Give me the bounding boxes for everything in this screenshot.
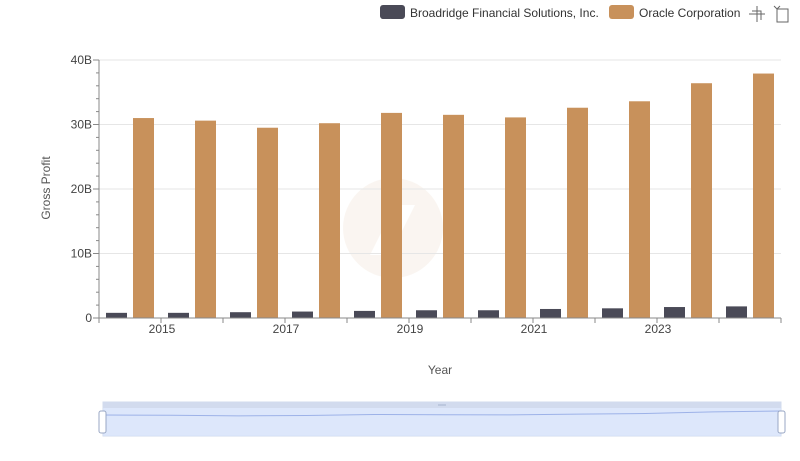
bar-broadridge-2019[interactable] <box>416 310 437 318</box>
bar-broadridge-2016[interactable] <box>230 312 251 318</box>
legend-item-broadridge[interactable]: Broadridge Financial Solutions, Inc. <box>380 5 599 20</box>
y-tick-label: 10B <box>71 247 92 261</box>
bar-broadridge-2018[interactable] <box>354 310 375 318</box>
zoom-slider-top-bar[interactable] <box>103 402 781 408</box>
bar-oracle-2016[interactable] <box>257 127 278 318</box>
bar-broadridge-2023[interactable] <box>664 307 685 318</box>
legend-label-broadridge: Broadridge Financial Solutions, Inc. <box>410 6 599 20</box>
bar-oracle-2024[interactable] <box>753 73 774 318</box>
legend-swatch-broadridge <box>380 5 405 19</box>
y-tick-label: 20B <box>71 182 92 196</box>
bars-layer <box>106 73 774 319</box>
y-axis: 0 10B 20B 30B 40B <box>71 53 100 325</box>
x-tick-label: 2021 <box>521 322 548 336</box>
x-tick-label: 2015 <box>149 322 176 336</box>
bar-broadridge-2015[interactable] <box>168 312 189 318</box>
y-tick-label: 40B <box>71 53 92 67</box>
reset-rotate-icon[interactable] <box>772 5 792 25</box>
bar-oracle-2015[interactable] <box>195 120 216 318</box>
bar-broadridge-2014[interactable] <box>106 312 127 318</box>
bar-oracle-2020[interactable] <box>505 117 526 318</box>
bar-oracle-2022[interactable] <box>629 101 650 318</box>
crosshair-zoom-icon[interactable] <box>747 5 767 25</box>
x-tick-label: 2019 <box>397 322 424 336</box>
bar-oracle-2014[interactable] <box>133 118 154 318</box>
y-axis-title: Gross Profit <box>39 156 53 220</box>
legend-swatch-oracle <box>609 5 634 19</box>
y-tick-label: 0 <box>85 311 92 325</box>
bar-oracle-2018[interactable] <box>381 112 402 318</box>
zoom-slider-sparkline <box>102 410 782 417</box>
bar-broadridge-2024[interactable] <box>726 306 747 318</box>
legend-item-oracle[interactable]: Oracle Corporation <box>609 5 740 20</box>
x-tick-label: 2023 <box>645 322 672 336</box>
bar-broadridge-2020[interactable] <box>478 310 499 318</box>
bar-oracle-2017[interactable] <box>319 123 340 319</box>
legend: Broadridge Financial Solutions, Inc. Ora… <box>380 5 740 20</box>
y-tick-label: 30B <box>71 118 92 132</box>
bar-broadridge-2022[interactable] <box>602 308 623 318</box>
legend-label-oracle: Oracle Corporation <box>639 6 740 20</box>
x-axis-title: Year <box>428 363 452 377</box>
bar-oracle-2023[interactable] <box>691 83 712 318</box>
bar-broadridge-2017[interactable] <box>292 311 313 318</box>
zoom-slider[interactable] <box>98 401 786 437</box>
bar-oracle-2021[interactable] <box>567 107 588 318</box>
bar-broadridge-2021[interactable] <box>540 308 561 318</box>
x-axis: 2015 2017 2019 2021 2023 <box>98 317 782 336</box>
zoom-slider-handle-left[interactable] <box>98 410 107 434</box>
zoom-slider-handle-right[interactable] <box>777 410 786 434</box>
bar-oracle-2019[interactable] <box>443 114 464 318</box>
x-tick-label: 2017 <box>273 322 300 336</box>
zoom-slider-grip-icon <box>438 404 446 406</box>
